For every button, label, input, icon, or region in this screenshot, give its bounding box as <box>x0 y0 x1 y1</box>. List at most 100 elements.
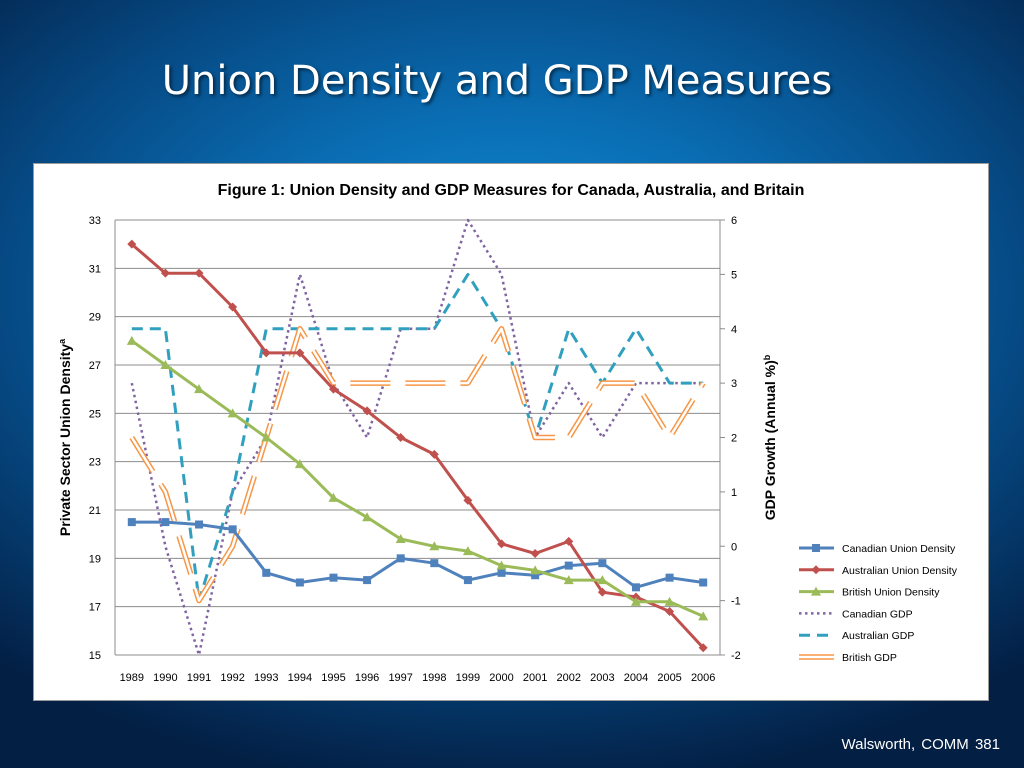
data-point <box>430 559 439 568</box>
x-tick-label: 1989 <box>120 672 144 684</box>
data-point <box>664 596 675 606</box>
y-left-axis-label: Private Sector Union Densitya <box>57 338 73 536</box>
legend-item: Canadian GDP <box>799 608 913 620</box>
series-canadian-union-density <box>127 518 708 592</box>
data-point <box>463 495 473 505</box>
y-right-tick-label: 0 <box>731 541 737 553</box>
x-tick-label: 2001 <box>523 672 547 684</box>
data-point <box>227 408 238 418</box>
gridlines <box>115 219 720 656</box>
data-point <box>195 520 204 529</box>
data-point <box>811 586 821 596</box>
y-left-tick-label: 23 <box>89 457 101 469</box>
data-point <box>563 575 574 585</box>
data-point <box>329 573 338 582</box>
data-point <box>295 348 305 358</box>
legend-label: Australian Union Density <box>842 565 958 577</box>
x-tick-label: 2003 <box>590 672 614 684</box>
data-point <box>564 561 573 570</box>
legend-label: Australian GDP <box>842 630 914 642</box>
data-point <box>396 554 405 563</box>
legend-item: Australian GDP <box>799 630 914 642</box>
data-point <box>328 384 338 394</box>
data-point <box>811 565 821 575</box>
y-right-tick-label: 2 <box>731 433 737 445</box>
data-point <box>362 512 373 522</box>
x-tick-label: 1990 <box>153 672 177 684</box>
legend-label: British Union Density <box>842 587 940 599</box>
y-left-tick-label: 29 <box>89 312 101 324</box>
series-australian-gdp <box>131 272 704 603</box>
series-line <box>131 272 704 603</box>
data-point <box>395 534 406 543</box>
series-line <box>130 243 705 649</box>
data-point <box>630 596 641 606</box>
legend-label: Canadian Union Density <box>842 543 956 555</box>
data-point <box>160 360 171 369</box>
data-point <box>699 578 708 587</box>
data-point <box>194 268 204 278</box>
data-point <box>530 565 541 575</box>
series-british-gdp <box>129 326 706 604</box>
data-point <box>631 583 640 592</box>
data-point <box>497 539 507 549</box>
x-tick-label: 1997 <box>388 672 412 684</box>
y-left-tick-label: 15 <box>89 650 101 662</box>
data-point <box>497 568 506 577</box>
y-right-tick-label: 4 <box>731 324 737 336</box>
legend-label: British GDP <box>842 652 897 664</box>
data-point <box>698 611 709 621</box>
series-lines <box>126 218 709 657</box>
y-right-tick-label: 5 <box>731 269 737 281</box>
legend-item: British GDP <box>799 652 897 664</box>
x-tick-label: 1993 <box>254 672 278 684</box>
data-point <box>429 541 440 551</box>
line-chart: Figure 1: Union Density and GDP Measures… <box>57 182 958 684</box>
data-point <box>126 335 137 345</box>
y-left-tick-label: 19 <box>89 553 101 565</box>
data-point <box>228 525 237 534</box>
legend-item: Canadian Union Density <box>799 543 956 555</box>
series-line-inner <box>130 327 705 602</box>
data-point <box>127 518 136 527</box>
data-point <box>665 573 674 582</box>
x-tick-label: 2004 <box>624 672 648 684</box>
x-tick-label: 2000 <box>489 672 513 684</box>
legend-item: British Union Density <box>799 586 940 599</box>
data-point <box>261 348 271 358</box>
legend-label: Canadian GDP <box>842 608 913 620</box>
legend-item: Australian Union Density <box>799 565 958 577</box>
series-line <box>130 339 704 618</box>
data-point <box>496 560 507 570</box>
data-point <box>597 575 608 585</box>
y-right-tick-label: 3 <box>731 378 737 390</box>
data-point <box>462 546 473 556</box>
data-point <box>228 302 238 312</box>
data-point <box>328 492 339 502</box>
y-right-tick-label: -2 <box>731 650 741 662</box>
y-left-tick-label: 25 <box>89 408 101 420</box>
data-point <box>698 643 708 653</box>
data-point <box>597 587 607 597</box>
data-point <box>396 433 406 442</box>
legend: Canadian Union Density Australian Union D… <box>799 543 958 664</box>
y-right-tick-label: 1 <box>731 487 737 499</box>
x-tick-label: 2002 <box>557 672 581 684</box>
data-point <box>127 239 137 249</box>
data-point <box>262 568 271 577</box>
data-point <box>463 576 472 585</box>
data-point <box>812 544 820 552</box>
x-tick-label: 1999 <box>456 672 480 684</box>
x-tick-label: 2006 <box>691 672 715 684</box>
footer-citation: Walsworth, COMM 381 <box>841 736 1000 753</box>
series-british-union-density <box>126 335 709 621</box>
data-point <box>564 536 574 546</box>
data-point <box>261 432 272 442</box>
data-point <box>362 406 372 416</box>
x-tick-label: 1996 <box>355 672 379 684</box>
data-point <box>294 459 305 469</box>
data-point <box>531 571 540 580</box>
data-point <box>194 384 205 394</box>
x-tick-label: 1998 <box>422 672 446 684</box>
